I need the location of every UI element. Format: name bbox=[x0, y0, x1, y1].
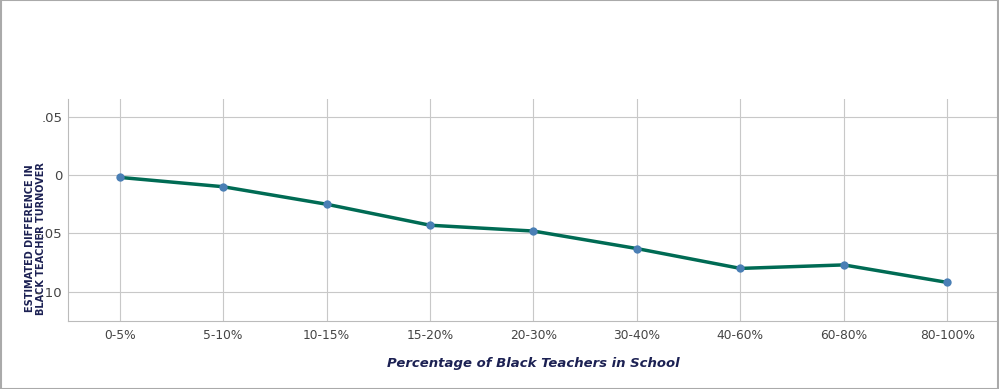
Point bbox=[422, 222, 438, 228]
Point bbox=[112, 174, 128, 180]
Point bbox=[836, 262, 852, 268]
Text: THE LIKELIHOOD OF TURNOVER FOR BLACK TEACHERS DECREASES THE MORE: THE LIKELIHOOD OF TURNOVER FOR BLACK TEA… bbox=[140, 27, 859, 42]
Point bbox=[319, 201, 335, 207]
Point bbox=[525, 228, 541, 234]
Text: Percentage of Black Teachers in School: Percentage of Black Teachers in School bbox=[388, 357, 679, 370]
Point bbox=[939, 279, 955, 286]
Point bbox=[629, 245, 645, 252]
Text: BLACK TEACHERS THEY WORK WITH IN THEIR SCHOOL: BLACK TEACHERS THEY WORK WITH IN THEIR S… bbox=[248, 70, 751, 85]
Text: ESTIMATED DIFFERENCE IN
BLACK TEACHER TURNOVER: ESTIMATED DIFFERENCE IN BLACK TEACHER TU… bbox=[25, 162, 46, 315]
Point bbox=[732, 265, 748, 272]
Point bbox=[215, 184, 231, 190]
